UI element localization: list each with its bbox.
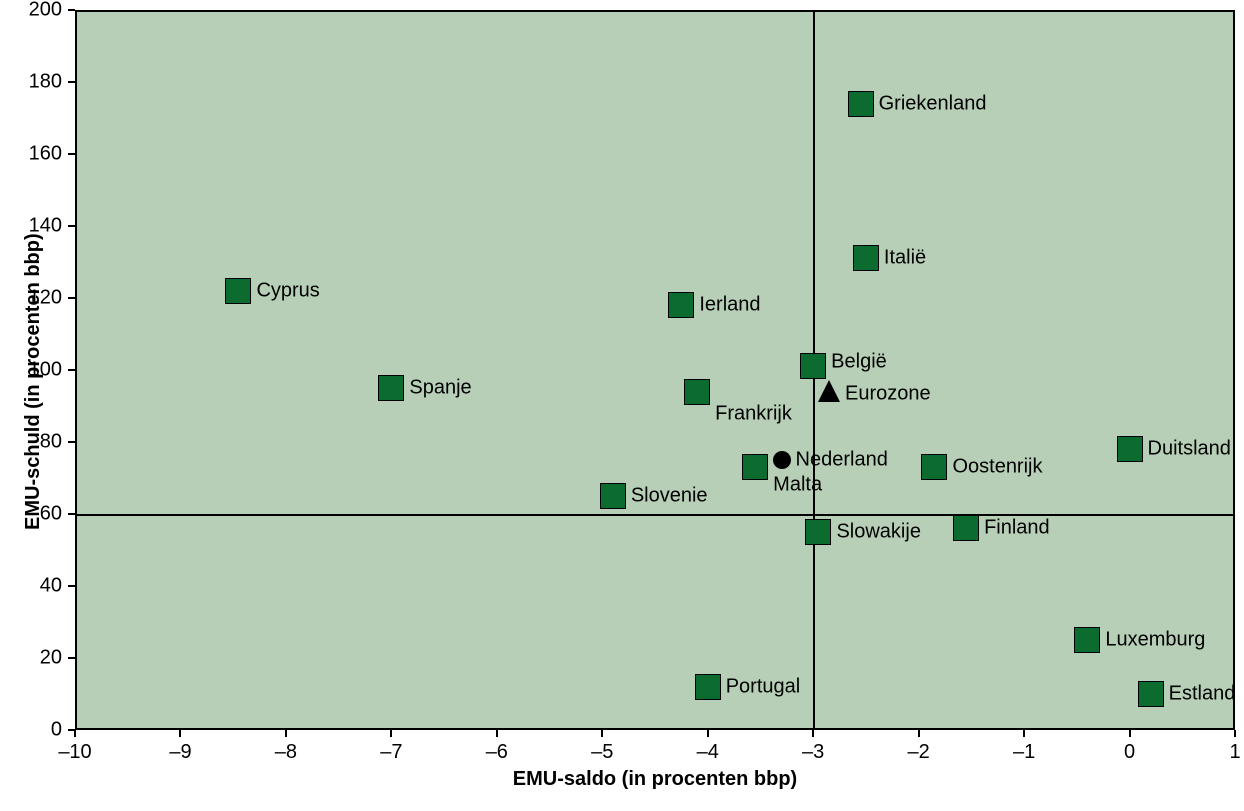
x-tick-label: –7 — [380, 741, 402, 764]
data-label: Finland — [984, 517, 1050, 540]
data-label: Slovenie — [631, 485, 708, 508]
data-marker — [1138, 681, 1164, 707]
y-tick-label: 160 — [29, 143, 62, 166]
data-label: Eurozone — [845, 382, 931, 405]
x-tick — [1234, 730, 1236, 737]
data-label: Oostenrijk — [952, 456, 1042, 479]
y-tick — [68, 297, 75, 299]
data-marker — [1117, 436, 1143, 462]
data-marker — [805, 519, 831, 545]
x-tick-label: –4 — [697, 741, 719, 764]
data-marker — [853, 245, 879, 271]
y-axis-title: EMU-schuld (in procenten bbp) — [22, 233, 45, 530]
y-tick — [68, 585, 75, 587]
x-tick — [918, 730, 920, 737]
data-label: Malta — [773, 474, 822, 497]
x-tick — [812, 730, 814, 737]
data-marker — [378, 375, 404, 401]
plot-area — [75, 10, 1235, 730]
reference-line-horizontal — [75, 514, 1235, 516]
x-tick — [601, 730, 603, 737]
y-tick — [68, 441, 75, 443]
data-label: Duitsland — [1148, 438, 1231, 461]
x-tick-label: –5 — [591, 741, 613, 764]
data-marker — [695, 674, 721, 700]
data-label: Portugal — [726, 675, 801, 698]
data-marker — [684, 379, 710, 405]
data-label: Estland — [1169, 683, 1236, 706]
y-tick-label: 20 — [40, 647, 62, 670]
data-marker — [600, 483, 626, 509]
y-tick — [68, 81, 75, 83]
x-tick-label: –3 — [802, 741, 824, 764]
data-label: Slowakije — [836, 521, 920, 544]
y-tick — [68, 657, 75, 659]
data-label: Spanje — [409, 377, 471, 400]
x-tick-label: –2 — [908, 741, 930, 764]
y-tick — [68, 369, 75, 371]
y-tick — [68, 729, 75, 731]
scatter-chart: –10–9–8–7–6–5–4–3–2–10102040608010012014… — [0, 0, 1244, 811]
y-tick — [68, 153, 75, 155]
data-label: Ierland — [699, 294, 760, 317]
data-marker — [953, 515, 979, 541]
y-tick-label: 40 — [40, 575, 62, 598]
y-tick-label: 0 — [51, 719, 62, 742]
data-marker — [742, 454, 768, 480]
x-tick — [707, 730, 709, 737]
data-label: Italië — [884, 247, 926, 270]
data-label: Griekenland — [879, 92, 987, 115]
x-tick-label: –1 — [1013, 741, 1035, 764]
data-label: Nederland — [796, 449, 888, 472]
data-marker — [818, 377, 840, 402]
x-tick — [179, 730, 181, 737]
data-label: België — [831, 351, 887, 374]
data-marker — [773, 451, 791, 469]
data-label: Luxemburg — [1105, 629, 1205, 652]
x-tick — [1129, 730, 1131, 737]
y-tick — [68, 225, 75, 227]
data-label: Frankrijk — [715, 402, 792, 425]
y-tick-label: 180 — [29, 71, 62, 94]
x-tick-label: 1 — [1229, 741, 1240, 764]
data-marker — [225, 278, 251, 304]
y-tick — [68, 513, 75, 515]
x-tick — [1023, 730, 1025, 737]
x-tick — [496, 730, 498, 737]
y-tick-label: 200 — [29, 0, 62, 22]
x-tick-label: –10 — [58, 741, 91, 764]
data-marker — [800, 353, 826, 379]
x-tick — [285, 730, 287, 737]
x-tick — [390, 730, 392, 737]
data-marker — [848, 91, 874, 117]
x-tick — [74, 730, 76, 737]
x-tick-label: 0 — [1124, 741, 1135, 764]
data-marker — [1074, 627, 1100, 653]
data-marker — [921, 454, 947, 480]
x-axis-title: EMU-saldo (in procenten bbp) — [513, 768, 797, 791]
x-tick-label: –6 — [486, 741, 508, 764]
data-label: Cyprus — [256, 279, 319, 302]
x-tick-label: –8 — [275, 741, 297, 764]
data-marker — [668, 292, 694, 318]
y-tick — [68, 9, 75, 11]
x-tick-label: –9 — [169, 741, 191, 764]
